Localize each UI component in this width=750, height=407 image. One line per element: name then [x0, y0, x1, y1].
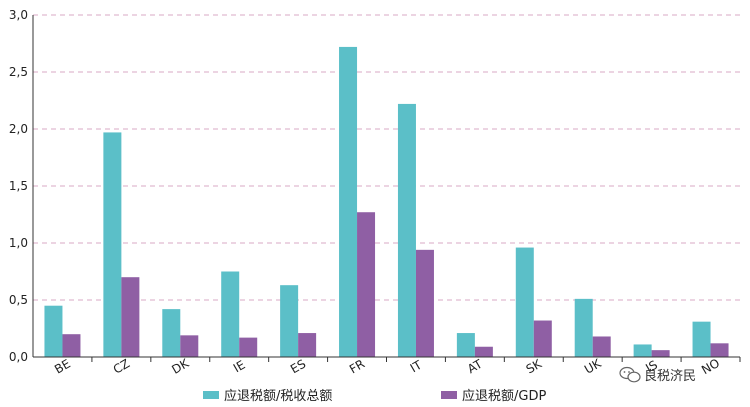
- x-tick-label: AT: [465, 356, 485, 376]
- bar-2: [180, 335, 199, 357]
- x-tick-label: IT: [408, 357, 425, 375]
- y-axis: 0,0 0,5 1,0 1,5 2,0 2,5 3,0: [9, 8, 34, 364]
- bar-1: [162, 309, 181, 357]
- y-tick-label: 2,0: [9, 122, 28, 136]
- bar-2: [474, 346, 493, 357]
- bar-2: [121, 277, 140, 357]
- bar-2: [592, 336, 611, 357]
- x-tick-label: ES: [288, 357, 308, 377]
- watermark: 良税济民: [619, 366, 696, 384]
- bar-1: [633, 344, 652, 357]
- legend-label-series-2: 应退税额/GDP: [462, 388, 546, 404]
- bar-1: [397, 103, 416, 357]
- bar-1: [44, 305, 63, 357]
- wechat-icon: [619, 366, 641, 383]
- y-tick-label: 1,0: [9, 236, 28, 250]
- bar-2: [533, 320, 552, 357]
- bar-1: [221, 271, 240, 357]
- bar-1: [692, 321, 711, 357]
- legend-label-series-1: 应退税额/税收总额: [224, 388, 332, 404]
- bar-1: [339, 46, 358, 358]
- y-tick-label: 0,0: [9, 350, 28, 364]
- gridlines: [33, 14, 740, 301]
- bars: [44, 46, 729, 358]
- bar-1: [515, 247, 534, 357]
- bar-2: [357, 212, 376, 357]
- bar-2: [239, 337, 258, 357]
- y-tick-label: 3,0: [9, 8, 28, 22]
- x-tick-label: UK: [582, 356, 604, 377]
- bar-2: [651, 350, 670, 357]
- x-tick-label: NO: [699, 356, 722, 377]
- bar-1: [456, 333, 475, 357]
- bar-1: [280, 285, 299, 357]
- legend-swatch-series-1: [203, 391, 219, 399]
- y-tick-label: 0,5: [9, 293, 28, 307]
- watermark-text: 良税济民: [644, 368, 696, 384]
- y-tick-label: 1,5: [9, 179, 28, 193]
- bar-2: [710, 343, 729, 357]
- x-tick-label: FR: [347, 357, 367, 377]
- bar-1: [574, 298, 593, 357]
- legend: 应退税额/税收总额 应退税额/GDP: [203, 388, 546, 404]
- x-tick-label: CZ: [111, 356, 132, 376]
- bar-2: [415, 249, 434, 357]
- bar-1: [103, 132, 122, 357]
- x-tick-label: BE: [52, 357, 73, 377]
- bar-2: [62, 334, 81, 357]
- y-tick-label: 2,5: [9, 65, 28, 79]
- x-tick-label: SK: [524, 356, 545, 376]
- x-tick-label: IE: [231, 358, 248, 376]
- legend-swatch-series-2: [441, 391, 457, 399]
- x-tick-label: DK: [169, 356, 192, 377]
- bar-2: [298, 333, 317, 357]
